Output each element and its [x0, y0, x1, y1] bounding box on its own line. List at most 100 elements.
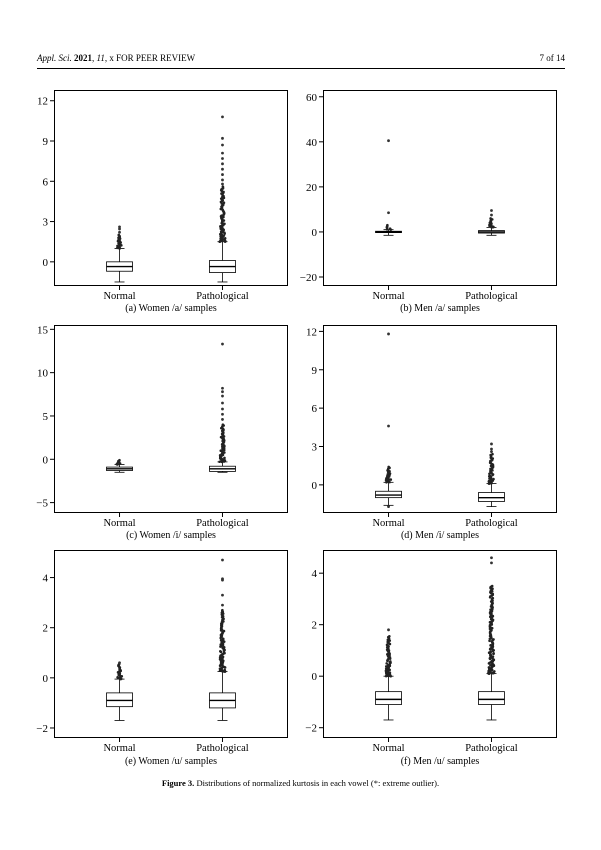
outlier-point: [223, 222, 226, 226]
outlier-point: [488, 639, 491, 643]
extreme-outlier: [221, 178, 224, 182]
extreme-outlier: [490, 561, 493, 565]
x-tick-label: Pathological: [465, 518, 518, 529]
header-rule: [37, 68, 565, 69]
y-tick-label: 9: [312, 365, 318, 377]
y-tick-label: 4: [43, 573, 49, 585]
plot-frame: [54, 550, 288, 738]
outlier-point: [489, 217, 492, 220]
y-tick-label: 0: [312, 227, 318, 239]
boxplot-panel: −5 0 5 10 15 Normal Pathological: [36, 324, 288, 529]
outlier-point: [388, 469, 391, 473]
extreme-outlier: [387, 211, 390, 215]
x-tick-label: Pathological: [196, 743, 249, 754]
y-tick-label: 40: [306, 137, 318, 149]
boxplot-panel: −2 0 2 4 Normal Pathological: [305, 550, 557, 754]
outlier-point: [491, 452, 494, 456]
outlier-point: [386, 223, 389, 227]
boxplot-svg: −2 0 2 4 Normal Pathological: [305, 550, 557, 754]
extreme-outlier: [221, 157, 224, 160]
boxplot-panel: −2 0 2 4 Normal Pathological: [36, 550, 288, 754]
y-tick-label: 0: [43, 257, 49, 269]
outlier-point: [223, 456, 226, 460]
extreme-outlier: [221, 401, 224, 405]
outlier-point: [384, 669, 388, 673]
plot-frame: [323, 90, 557, 286]
plot-frame: [54, 325, 288, 513]
extreme-outlier: [387, 424, 390, 428]
y-tick-label: 0: [312, 480, 318, 492]
outlier-point: [489, 650, 492, 653]
outlier-point: [222, 651, 226, 654]
panel-caption: (c) Women /i/ samples: [126, 530, 216, 541]
outlier-point: [489, 653, 492, 656]
plot-frame: [323, 550, 557, 738]
extreme-outlier: [221, 407, 224, 411]
iqr-box: [478, 691, 505, 705]
extreme-outlier: [490, 209, 493, 212]
outlier-point: [221, 637, 225, 641]
extreme-outlier: [387, 139, 390, 143]
extreme-outlier: [490, 450, 493, 454]
x-tick-label: Pathological: [196, 518, 249, 529]
outlier-point: [493, 670, 496, 673]
boxplot-panel: 0 3 6 9 12 Normal Pathological: [306, 325, 557, 529]
y-tick-label: 3: [312, 441, 318, 453]
extreme-outlier: [221, 162, 224, 166]
outlier-point: [387, 465, 390, 469]
boxplot-svg: 0 3 6 9 12 Normal Pathological: [37, 90, 288, 302]
y-tick-label: 4: [312, 568, 318, 580]
extreme-outlier: [490, 442, 493, 446]
extreme-outlier: [221, 151, 224, 155]
outlier-point: [492, 225, 495, 229]
journal-suffix: , x FOR PEER REVIEW: [104, 53, 196, 63]
boxplot-svg: −5 0 5 10 15 Normal Pathological: [36, 324, 288, 529]
outlier-point: [487, 479, 491, 483]
outlier-point: [221, 423, 225, 426]
x-tick-label: Pathological: [196, 291, 249, 302]
outlier-point: [219, 449, 223, 452]
y-tick-label: 6: [312, 403, 318, 415]
y-tick-label: 12: [37, 96, 48, 108]
panel-caption: (b) Men /a/ samples: [400, 303, 480, 314]
y-tick-label: 2: [43, 623, 49, 635]
y-tick-label: 0: [43, 454, 49, 466]
running-header: Appl. Sci. 2021, 11, x FOR PEER REVIEW 7…: [37, 51, 565, 67]
outlier-point: [487, 666, 491, 669]
journal-name: Appl. Sci.: [37, 53, 72, 63]
y-tick-label: 2: [312, 620, 318, 632]
extreme-outlier: [221, 386, 224, 390]
outlier-point: [222, 215, 225, 219]
extreme-outlier: [221, 593, 224, 597]
extreme-outlier: [221, 390, 224, 394]
outlier-point: [389, 478, 393, 481]
y-tick-label: 12: [306, 326, 317, 338]
extreme-outlier: [221, 342, 224, 346]
extreme-outlier: [490, 447, 493, 451]
extreme-outlier: [490, 556, 493, 560]
outlier-point: [388, 634, 391, 638]
outlier-point: [222, 201, 226, 205]
extreme-outlier: [387, 505, 390, 509]
extreme-outlier: [221, 182, 224, 186]
x-tick-label: Normal: [372, 743, 404, 754]
outlier-point: [222, 234, 226, 237]
journal-volume: 11: [96, 53, 105, 63]
outlier-point: [384, 667, 388, 671]
outlier-point: [219, 649, 222, 653]
x-tick-label: Pathological: [465, 291, 518, 302]
outlier-point: [218, 454, 222, 457]
panel-caption: (a) Women /a/ samples: [125, 303, 217, 314]
plot-frame: [323, 325, 557, 513]
outlier-point: [223, 236, 227, 240]
outlier-point: [219, 638, 223, 642]
outlier-point: [492, 477, 495, 481]
boxplot-svg: −2 0 2 4 Normal Pathological: [36, 550, 288, 754]
y-tick-label: 15: [37, 324, 49, 336]
extreme-outlier: [221, 558, 224, 562]
x-tick-label: Normal: [103, 743, 135, 754]
extreme-outlier: [221, 412, 224, 416]
extreme-outlier: [221, 136, 224, 140]
y-tick-label: −2: [305, 723, 317, 735]
outlier-point: [223, 668, 227, 672]
